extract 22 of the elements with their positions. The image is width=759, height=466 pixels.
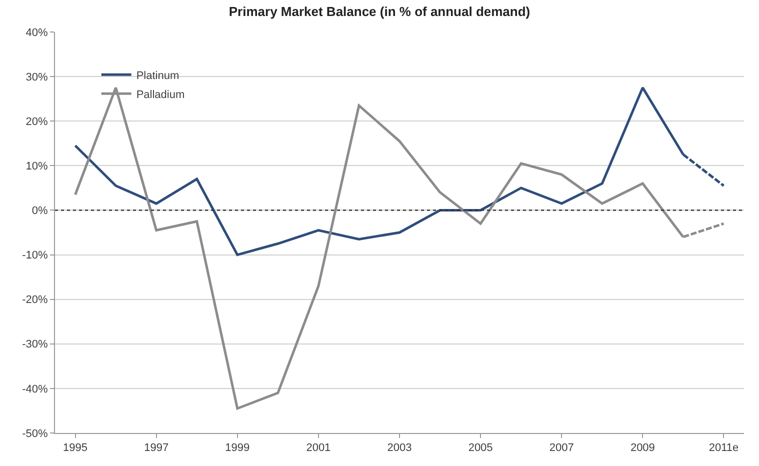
y-tick-label: -50% <box>22 428 48 440</box>
y-tick-label: -30% <box>22 338 48 351</box>
y-tick-label: 30% <box>26 71 48 84</box>
x-tick-label: 2011e <box>708 442 739 454</box>
y-tick-label: 40% <box>26 26 48 39</box>
x-tick-label: 1995 <box>63 442 88 454</box>
legend-label: Palladium <box>136 88 185 101</box>
chart-title: Primary Market Balance (in % of annual demand) <box>228 4 530 20</box>
x-tick-label: 1997 <box>144 442 169 454</box>
y-tick-label: 20% <box>26 116 48 128</box>
x-tick-label: 2001 <box>306 442 331 454</box>
x-tick-label: 2003 <box>387 442 412 454</box>
x-tick-label: 1999 <box>225 442 250 454</box>
x-tick-label: 2009 <box>630 442 655 454</box>
x-tick-label: 2005 <box>468 442 493 454</box>
legend-label: Platinum <box>136 70 180 82</box>
y-tick-label: -20% <box>22 294 48 306</box>
x-tick-label: 2007 <box>549 442 574 454</box>
y-tick-label: -40% <box>22 383 48 396</box>
y-tick-label: 0% <box>32 205 48 218</box>
y-tick-label: -10% <box>22 250 48 262</box>
y-tick-label: 10% <box>26 160 48 173</box>
